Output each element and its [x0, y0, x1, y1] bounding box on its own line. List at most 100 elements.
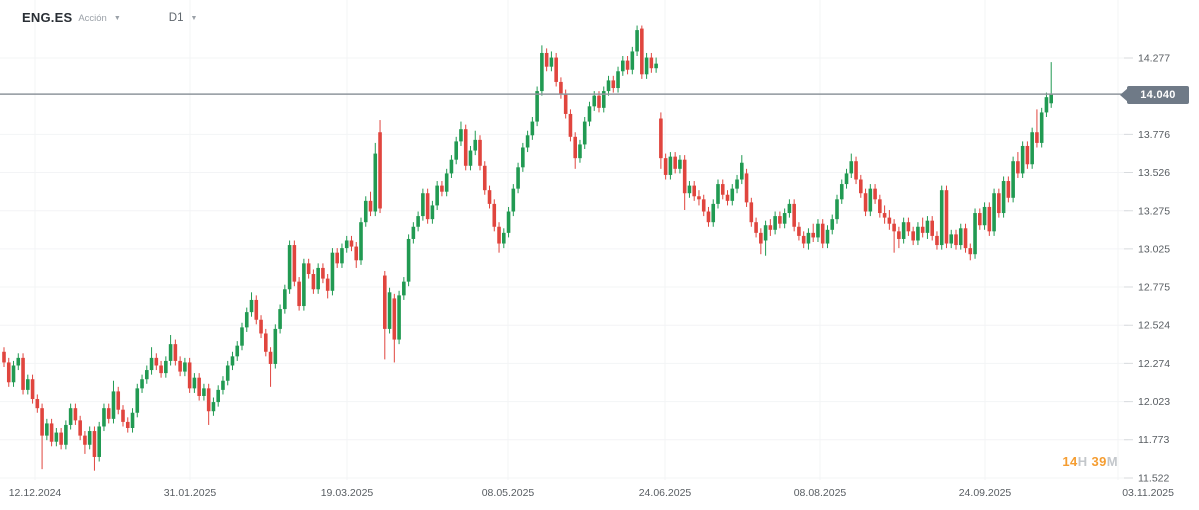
candle-bullish	[635, 30, 639, 52]
candle-bullish	[11, 365, 16, 383]
candle-bullish	[740, 162, 744, 180]
candle-bullish	[787, 203, 792, 214]
candle-bullish	[868, 188, 873, 212]
candle-bullish	[982, 206, 987, 226]
candle-bullish	[244, 312, 249, 328]
candle-bearish	[383, 275, 387, 329]
candle-bullish	[330, 252, 335, 291]
candle-bearish	[1035, 132, 1039, 143]
candle-bullish	[387, 292, 392, 329]
candle-bullish	[992, 193, 996, 232]
date-axis-label: 24.09.2025	[959, 487, 1012, 499]
candle-bearish	[321, 267, 325, 279]
candle-bearish	[292, 245, 297, 282]
candle-bearish	[1025, 145, 1030, 165]
candle-bullish	[140, 379, 144, 389]
candle-bullish	[1049, 94, 1053, 104]
candle-bearish	[6, 362, 11, 383]
candle-bullish	[359, 222, 363, 261]
candle-bullish	[711, 203, 716, 223]
candle-bearish	[573, 136, 577, 159]
candle-bearish	[197, 377, 201, 396]
candle-bearish	[259, 319, 263, 334]
candle-bullish	[630, 51, 635, 70]
candle-bullish	[835, 199, 839, 220]
candle-bearish	[325, 278, 330, 291]
candle-bearish	[206, 388, 211, 412]
candle-bearish	[882, 213, 887, 218]
price-axis-label: 13.776	[1138, 129, 1170, 141]
candle-bearish	[306, 263, 311, 275]
price-axis-label: 13.526	[1138, 167, 1170, 179]
price-axis-label: 12.775	[1138, 281, 1170, 293]
candle-bearish	[987, 206, 992, 232]
candle-bullish	[949, 234, 954, 244]
candle-bearish	[73, 408, 78, 421]
candle-bullish	[225, 365, 230, 381]
candle-bullish	[449, 159, 454, 174]
candle-bullish	[273, 328, 278, 364]
candle-bearish	[692, 185, 696, 197]
candle-bearish	[768, 225, 773, 230]
price-axis-label: 13.275	[1138, 205, 1170, 217]
candle-bearish	[2, 351, 6, 363]
candle-bullish	[502, 232, 506, 244]
candle-bearish	[944, 190, 949, 244]
candle-bullish	[344, 240, 349, 249]
symbol-label[interactable]: ENG.ES	[22, 10, 73, 25]
candle-bearish	[968, 248, 973, 255]
symbol-chevron-down-icon[interactable]: ▼	[113, 15, 121, 22]
candle-bullish	[1039, 112, 1044, 143]
instrument-type-label: Acción	[78, 13, 107, 24]
candle-bullish	[149, 357, 154, 371]
candle-bullish	[511, 188, 516, 212]
candle-bullish	[16, 357, 21, 366]
candle-bullish	[249, 299, 254, 313]
candle-bearish	[663, 158, 668, 175]
candle-bearish	[463, 129, 468, 166]
candle-bearish	[178, 360, 182, 372]
candle-bullish	[839, 184, 844, 200]
candle-bullish	[958, 228, 963, 246]
candle-bullish	[235, 345, 240, 357]
candle-bullish	[806, 232, 811, 244]
candle-bearish	[854, 161, 858, 180]
candle-bullish	[164, 360, 168, 374]
candle-bullish	[87, 431, 92, 445]
candle-bullish	[45, 423, 49, 436]
candle-bearish	[59, 432, 63, 445]
candle-bearish	[116, 391, 121, 410]
candle-bullish	[468, 150, 473, 166]
timeframe-selector[interactable]: D1	[168, 11, 184, 24]
candle-bullish	[530, 121, 535, 136]
candle-bullish	[102, 408, 106, 427]
candle-bullish	[549, 57, 554, 67]
candle-bullish	[521, 147, 525, 168]
candle-bearish	[21, 357, 25, 390]
candle-bullish	[216, 389, 220, 403]
candle-bearish	[35, 399, 40, 409]
candle-bullish	[435, 185, 439, 206]
candle-bearish	[254, 299, 259, 320]
candle-bearish	[859, 179, 863, 194]
candle-bullish	[830, 219, 835, 230]
candle-bearish	[1006, 181, 1011, 198]
countdown-minutes-unit: M	[1106, 454, 1118, 469]
candle-bullish	[678, 159, 682, 169]
price-axis-label: 12.524	[1138, 320, 1170, 332]
date-axis-label: 08.08.2025	[794, 487, 847, 499]
candle-bullish	[397, 295, 401, 340]
candle-bearish	[173, 344, 178, 361]
candle-bullish	[687, 185, 692, 194]
timeframe-chevron-down-icon[interactable]: ▼	[190, 15, 198, 22]
candle-bullish	[421, 193, 425, 217]
candle-bullish	[406, 238, 411, 282]
candle-bullish	[430, 205, 435, 220]
candle-bullish	[763, 225, 768, 241]
candle-bullish	[183, 362, 187, 372]
candle-bullish	[168, 344, 173, 361]
candle-bullish	[145, 370, 149, 380]
candle-bullish	[849, 161, 854, 174]
candle-bullish	[221, 380, 225, 390]
